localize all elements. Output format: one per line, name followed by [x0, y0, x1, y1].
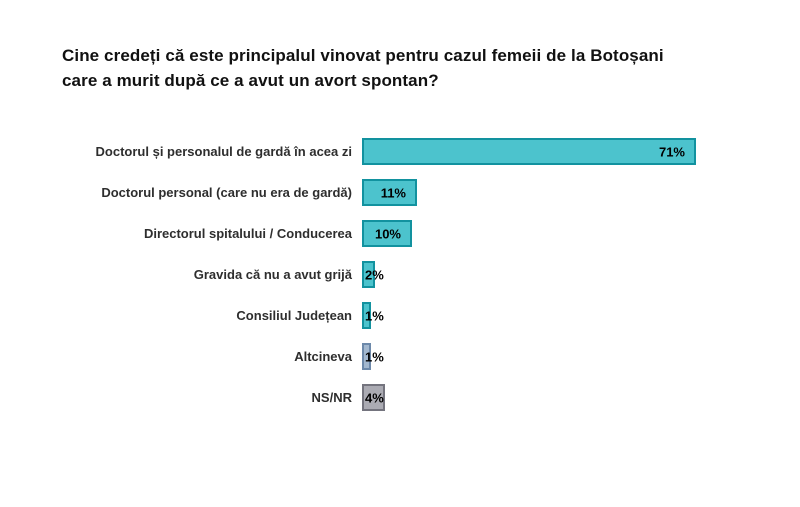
bar [362, 384, 385, 411]
chart-row: Doctorul personal (care nu era de gardă)… [60, 179, 760, 206]
value-label: 4% [365, 390, 384, 405]
chart-row: Gravida că nu a avut grijă 2% [60, 261, 760, 288]
bar [362, 220, 412, 247]
bar-track: 11% [362, 179, 760, 206]
bar [362, 343, 371, 370]
value-label: 10% [374, 226, 401, 241]
category-label: Doctorul și personalul de gardă în acea … [95, 144, 352, 159]
bar-track: 71% [362, 138, 760, 165]
bar [362, 302, 371, 329]
category-label: Gravida că nu a avut grijă [193, 267, 352, 282]
chart-row: Doctorul și personalul de gardă în acea … [60, 138, 760, 165]
chart-row: Altcineva 1% [60, 343, 760, 370]
value-label: 71% [658, 144, 685, 159]
bar-track: 1% [362, 343, 760, 370]
category-label: NS/NR [311, 390, 352, 405]
chart-row: NS/NR 4% [60, 384, 760, 411]
bar [362, 261, 375, 288]
bar-track: 10% [362, 220, 760, 247]
bar-track: 4% [362, 384, 760, 411]
category-label: Directorul spitalului / Conducerea [143, 226, 352, 241]
value-label: 1% [365, 308, 384, 323]
value-label: 1% [365, 349, 384, 364]
category-label: Consiliul Județean [236, 308, 352, 323]
bar-chart: Doctorul și personalul de gardă în acea … [60, 138, 760, 425]
bar-track: 1% [362, 302, 760, 329]
category-label: Doctorul personal (care nu era de gardă) [101, 185, 352, 200]
bar-track: 2% [362, 261, 760, 288]
bar [362, 179, 417, 206]
value-label: 2% [365, 267, 384, 282]
chart-row: Directorul spitalului / Conducerea 10% [60, 220, 760, 247]
bar [362, 138, 696, 165]
chart-row: Consiliul Județean 1% [60, 302, 760, 329]
value-label: 11% [380, 185, 406, 200]
category-label: Altcineva [294, 349, 352, 364]
chart-title: Cine credeți că este principalul vinovat… [62, 46, 664, 90]
